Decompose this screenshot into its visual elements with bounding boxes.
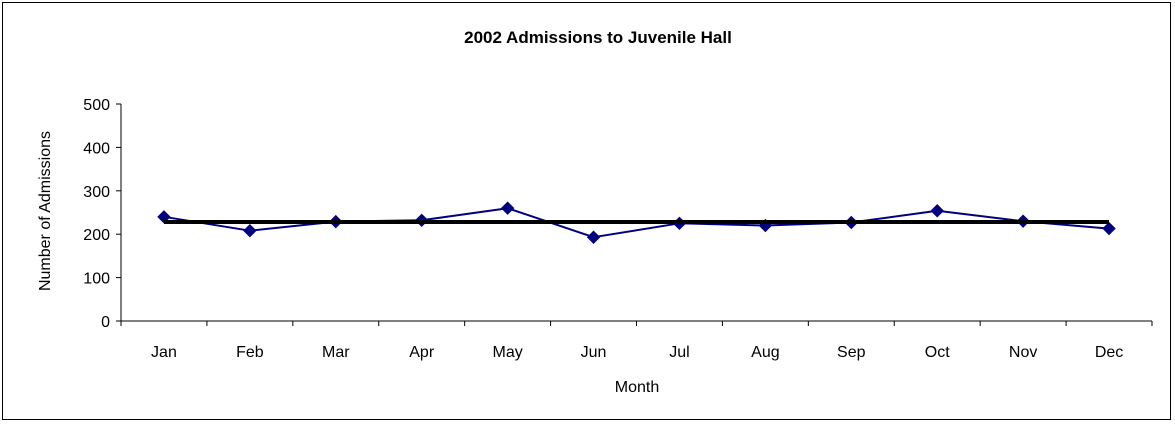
- y-axis: 0 100 200 300 400 500: [83, 97, 122, 331]
- y-axis-label: Number of Admissions: [37, 131, 54, 291]
- x-tick-label: Aug: [751, 344, 779, 361]
- x-tick-label: Oct: [925, 344, 950, 361]
- x-tick-label: Nov: [1009, 344, 1037, 361]
- x-axis-label: Month: [615, 379, 659, 396]
- data-point-marker: [157, 210, 171, 224]
- series-layer: [157, 201, 1116, 244]
- x-tick-label: Dec: [1095, 344, 1123, 361]
- y-tick-label: 100: [83, 271, 110, 288]
- x-tick-label: Jun: [581, 344, 607, 361]
- x-tick-label: Feb: [236, 344, 264, 361]
- data-point-marker: [1102, 221, 1116, 236]
- x-tick-label: Jul: [669, 344, 689, 361]
- y-tick-label: 200: [83, 227, 110, 244]
- x-tick-label: Mar: [322, 344, 350, 361]
- x-tick-label: Sep: [837, 344, 866, 361]
- chart-title: 2002 Admissions to Juvenile Hall: [464, 28, 732, 47]
- y-tick-label: 400: [83, 140, 110, 157]
- x-tick-label: Apr: [409, 344, 435, 361]
- y-tick-label: 500: [83, 97, 110, 114]
- y-tick-label: 0: [101, 314, 110, 331]
- data-point-marker: [243, 224, 257, 238]
- y-tick-label: 300: [83, 184, 110, 201]
- x-tick-label: Jan: [151, 344, 177, 361]
- x-axis: Jan Feb Mar Apr May Jun Jul Aug Sep Oct Nov Dec: [120, 320, 1153, 361]
- x-tick-label: May: [493, 344, 523, 361]
- data-point-marker: [586, 230, 601, 244]
- data-point-marker: [500, 201, 515, 215]
- data-point-marker: [930, 204, 944, 218]
